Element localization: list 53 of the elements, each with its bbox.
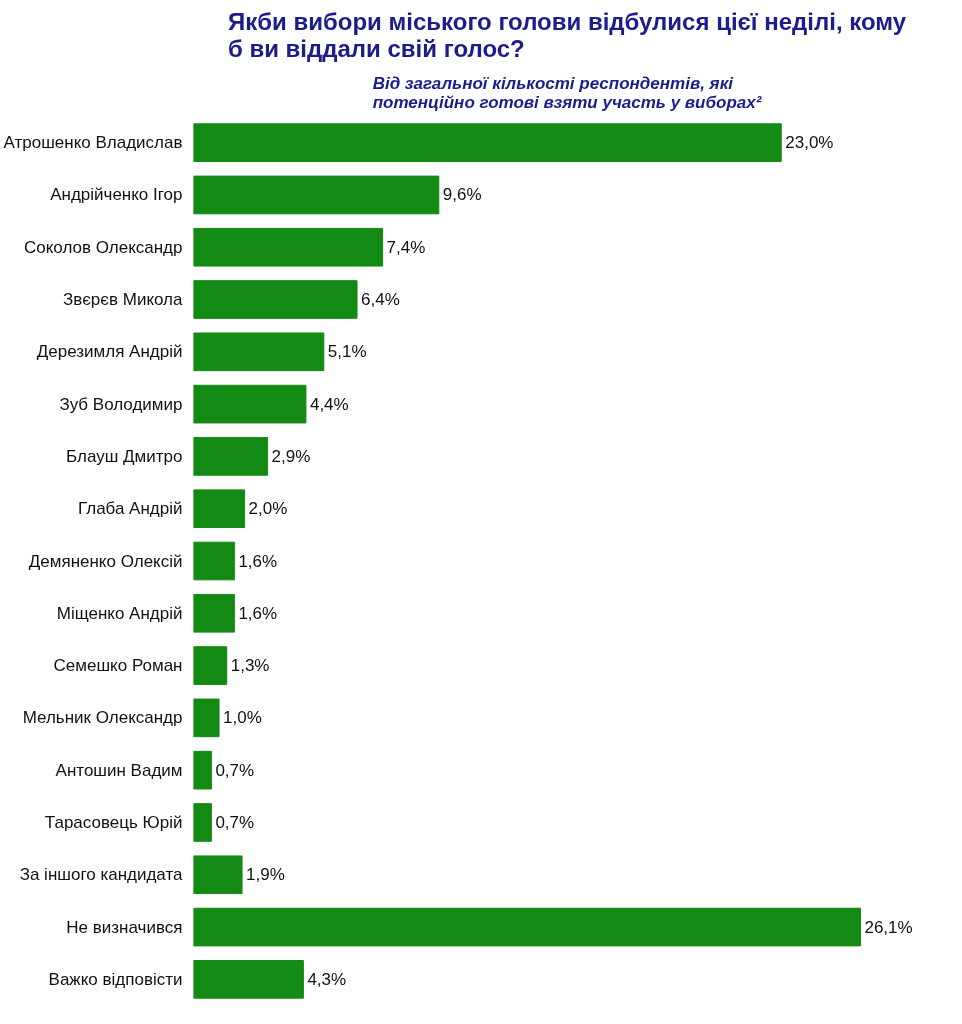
y-tick-label: Зуб Володимир xyxy=(59,394,183,414)
y-tick-label: Семешко Роман xyxy=(53,656,183,676)
data-label: 4,4% xyxy=(309,394,349,414)
bar xyxy=(193,332,325,372)
data-label: 1,6% xyxy=(238,551,278,571)
y-tick-label: Атрошенко Владислав xyxy=(3,133,183,153)
bar xyxy=(193,960,304,999)
bar xyxy=(193,489,246,529)
bar xyxy=(193,646,228,685)
bar xyxy=(193,437,269,476)
y-tick-label: Соколов Олександр xyxy=(23,237,183,257)
chart-subtitle: Від загальної кількості респондентів, які потенційно готові взяти участь у виборах² xyxy=(372,73,763,112)
bar xyxy=(193,750,212,790)
data-label: 1,6% xyxy=(238,603,278,623)
bar xyxy=(193,855,243,895)
y-tick-label: Мельник Олександр xyxy=(22,708,183,728)
bar xyxy=(193,803,212,842)
y-tick-label: Дерезимля Андрій xyxy=(36,342,183,362)
data-label: 6,4% xyxy=(361,290,400,310)
bar xyxy=(193,698,220,738)
chart-title: Якби вибори міського голови відбулися цієї неділі, кому б ви віддали свій голос? xyxy=(227,7,907,62)
data-label: 4,3% xyxy=(307,969,347,989)
bar xyxy=(193,280,358,319)
data-label: 2,9% xyxy=(271,446,311,466)
data-label: 23,0% xyxy=(785,133,834,153)
data-label: 7,4% xyxy=(386,237,426,257)
data-label: 26,1% xyxy=(864,917,913,937)
y-tick-label: Міщенко Андрій xyxy=(56,603,183,623)
bar xyxy=(193,123,782,162)
data-label: 1,9% xyxy=(246,865,285,885)
bar xyxy=(193,227,384,267)
data-label: 1,0% xyxy=(223,708,262,728)
y-tick-label: Демяненко Олексій xyxy=(28,551,183,571)
y-tick-label: Важко відповісти xyxy=(48,969,183,989)
y-tick-label: Глаба Андрій xyxy=(77,499,183,519)
data-label: 0,7% xyxy=(215,812,255,832)
data-label: 9,6% xyxy=(442,185,482,205)
y-tick-label: Андрійченко Ігор xyxy=(50,185,183,205)
data-label: 0,7% xyxy=(215,760,255,780)
y-tick-label: Тарасовець Юрій xyxy=(44,812,183,832)
y-tick-label: Антошин Вадим xyxy=(55,760,183,780)
bar xyxy=(193,593,235,633)
y-tick-label: За іншого кандидата xyxy=(19,865,184,885)
data-label: 2,0% xyxy=(248,499,288,519)
bar xyxy=(193,907,861,947)
y-tick-label: Блауш Дмитро xyxy=(66,446,183,466)
bar xyxy=(193,541,235,581)
data-label: 1,3% xyxy=(230,656,270,676)
y-tick-label: Не визначився xyxy=(66,917,183,937)
bar xyxy=(193,175,440,215)
bar xyxy=(193,384,307,424)
data-label: 5,1% xyxy=(327,342,367,362)
y-tick-label: Звєрєв Микола xyxy=(62,290,184,310)
